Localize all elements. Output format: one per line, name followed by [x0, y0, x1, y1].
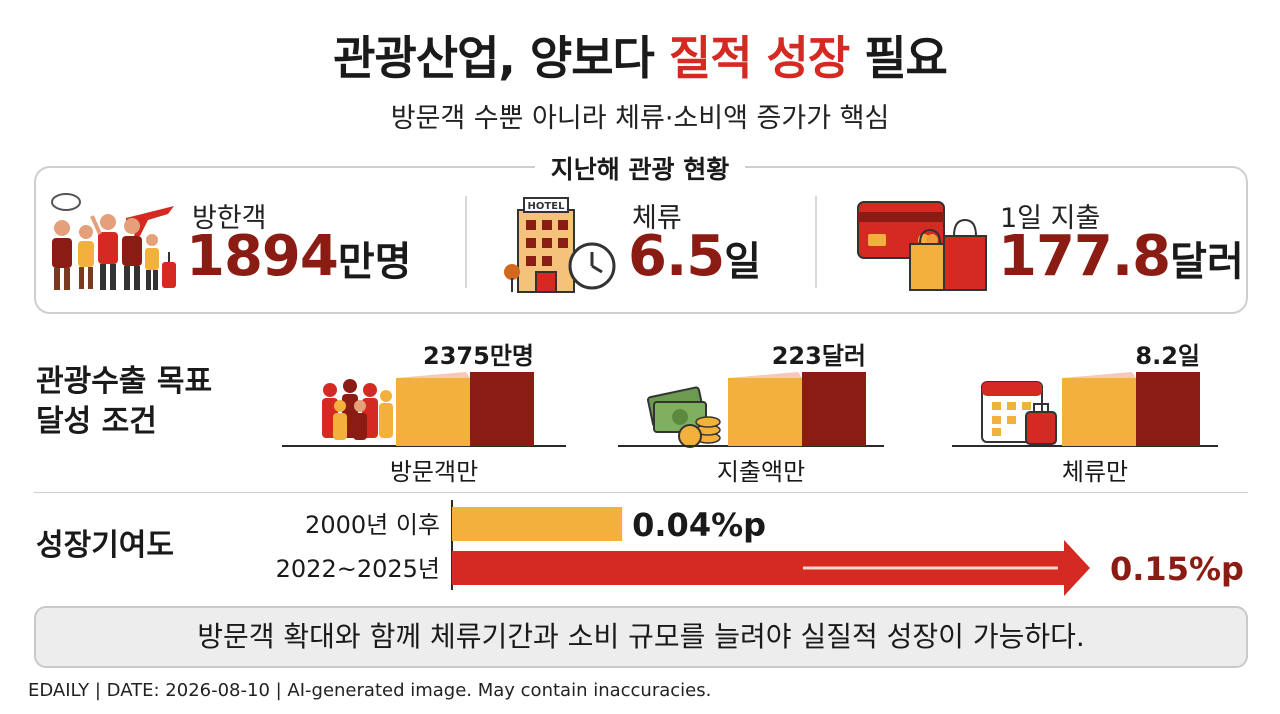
stat-value-visitors: 1894만명	[186, 224, 412, 289]
page-title: 관광산업, 양보다 질적 성장 필요	[0, 22, 1280, 88]
goal-caption: 체류만	[1062, 458, 1128, 486]
goal-bar-current	[396, 378, 470, 446]
goal-bar-target	[802, 372, 866, 446]
growth-value-label: 0.04%p	[632, 506, 766, 544]
goal-target-label: 8.2일	[1135, 342, 1200, 370]
stat-value-stay: 6.5일	[628, 224, 762, 289]
goal-bar-current	[728, 378, 802, 446]
goal-target-label: 223달러	[772, 342, 866, 370]
card-shopping-icon	[857, 201, 987, 291]
page-subtitle: 방문객 수뿐 아니라 체류·소비액 증가가 핵심	[390, 103, 890, 134]
goal-bar-current	[1062, 378, 1136, 446]
goal-target-label: 2375만명	[423, 342, 534, 370]
goal-caption: 방문객만	[390, 458, 478, 486]
goal-bar-shade	[396, 372, 470, 378]
stat-value-spending: 177.8달러	[998, 224, 1244, 289]
last-year-label: 지난해 관광 현황	[0, 150, 1280, 186]
stat-label-visitors: 방한객	[192, 203, 267, 234]
money-icon	[647, 386, 721, 448]
stats-divider	[815, 196, 817, 288]
growth-category-label: 2000년 이후	[305, 511, 440, 539]
goal-bar-shade	[728, 372, 802, 378]
goal-bar-target	[470, 372, 534, 446]
goal-caption: 지출액만	[717, 458, 805, 486]
stats-divider	[465, 196, 467, 288]
title-part1: 관광산업, 양보다	[333, 31, 669, 85]
growth-bar	[452, 540, 1090, 596]
growth-value-label: 0.15%p	[1110, 550, 1244, 588]
footer-credit: EDAILY | DATE: 2026-08-10 | AI-generated…	[28, 680, 712, 701]
growth-category-label: 2022~2025년	[276, 555, 440, 583]
calendar-luggage-icon	[981, 381, 1057, 445]
title-part2: 필요	[849, 31, 948, 85]
tourists-icon	[51, 193, 176, 290]
growth-label: 성장기여도	[36, 528, 174, 563]
crowd-icon	[322, 379, 393, 440]
bottom-message: 방문객 확대와 함께 체류기간과 소비 규모를 늘려야 실질적 성장이 가능하다…	[34, 606, 1248, 668]
stat-label-spending: 1일 지출	[1000, 203, 1101, 234]
stat-label-stay: 체류	[632, 203, 682, 234]
section-separator	[34, 492, 1248, 493]
export-goal-label: 관광수출 목표 달성 조건	[36, 364, 213, 439]
title-accent: 질적 성장	[668, 31, 850, 85]
hotel-clock-icon: HOTEL	[504, 197, 616, 293]
hotel-sign-text: HOTEL	[528, 201, 566, 212]
goal-bar-target	[1136, 372, 1200, 446]
growth-bar	[452, 507, 623, 541]
goal-bar-shade	[1062, 372, 1136, 378]
